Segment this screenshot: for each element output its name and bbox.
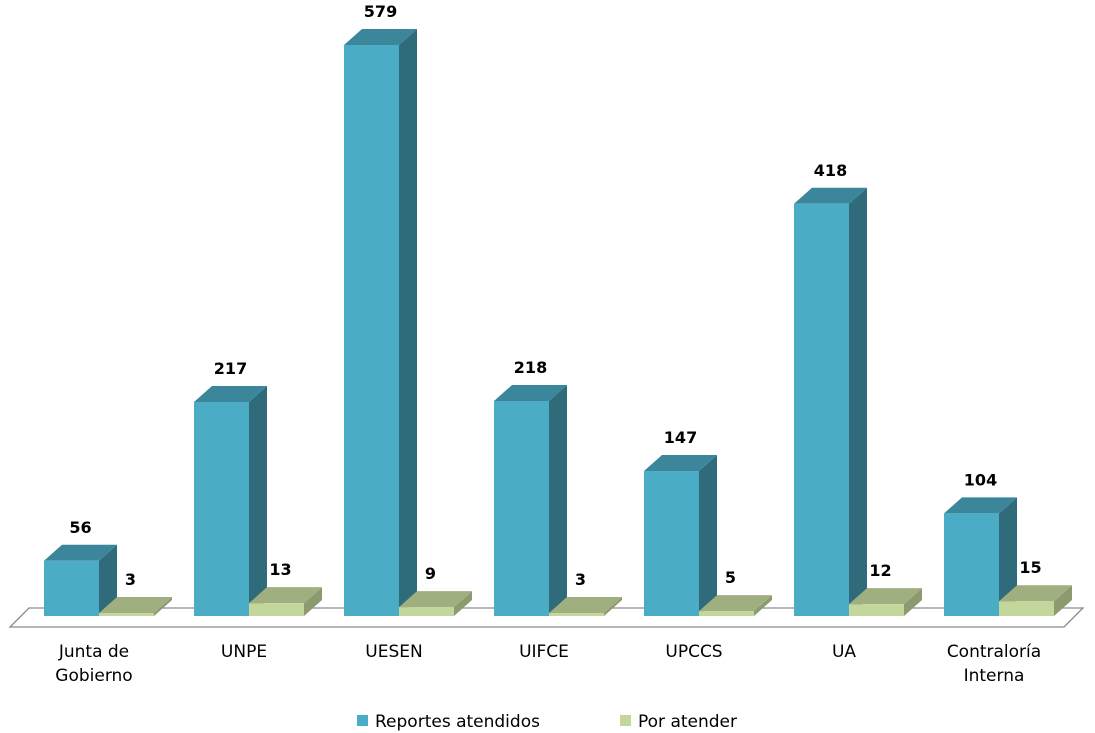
- bar-side-face: [454, 591, 472, 616]
- data-label: 3: [125, 570, 136, 589]
- data-label: 217: [214, 359, 247, 378]
- bar-por-atender-6: [999, 585, 1072, 616]
- bar-front-face: [549, 613, 604, 616]
- category-label: UA: [832, 642, 856, 662]
- bar-top-face: [249, 587, 322, 604]
- data-label: 579: [364, 2, 397, 21]
- data-label: 3: [575, 570, 586, 589]
- legend-swatch: [357, 715, 368, 726]
- bar-front-face: [249, 603, 304, 616]
- data-label: 147: [664, 428, 697, 447]
- data-label: 56: [69, 518, 91, 537]
- category-label: UPCCS: [665, 642, 722, 662]
- data-label: 12: [869, 561, 891, 580]
- bar-side-face: [1054, 585, 1072, 616]
- bar-side-face: [99, 544, 117, 616]
- bar-front-face: [944, 513, 999, 616]
- bar-top-face: [344, 29, 417, 45]
- bar-reportes-atendidos-6: [944, 497, 1017, 616]
- bar-por-atender-2: [399, 591, 472, 616]
- bar-top-face: [549, 597, 622, 614]
- category-label: UIFCE: [519, 642, 569, 662]
- bar-side-face: [304, 587, 322, 616]
- bar-side-face: [154, 597, 172, 616]
- bar-top-face: [399, 591, 472, 608]
- bar-side-face: [999, 497, 1017, 616]
- bars-group: [44, 29, 1072, 616]
- bar-front-face: [644, 471, 699, 616]
- bar-reportes-atendidos-1: [194, 385, 267, 616]
- bar-top-face: [44, 544, 117, 561]
- bar-top-face: [999, 585, 1072, 602]
- legend-item-reportes-atendidos: Reportes atendidos: [357, 712, 540, 732]
- legend-item-por-atender: Por atender: [620, 712, 737, 732]
- data-label: 9: [425, 564, 436, 583]
- bar-side-face: [549, 385, 567, 616]
- bar-side-face: [754, 595, 772, 616]
- category-label: Contraloría Interna: [947, 642, 1041, 686]
- bar-reportes-atendidos-2: [344, 29, 417, 616]
- data-label: 13: [269, 560, 291, 579]
- category-labels-group: Junta de Gobierno UNPE UESEN UIFCE UPCCS UA Con…: [55, 642, 1041, 686]
- bar-side-face: [604, 597, 622, 616]
- bar-top-face: [644, 455, 717, 472]
- bar-por-atender-3: [549, 597, 622, 616]
- bar-side-face: [904, 588, 922, 616]
- legend: Reportes atendidos Por atender: [357, 712, 737, 732]
- bar-front-face: [699, 611, 754, 616]
- bar-front-face: [99, 613, 154, 616]
- bar-por-atender-0: [99, 597, 172, 616]
- bar-top-face: [794, 187, 867, 204]
- bar-reportes-atendidos-0: [44, 544, 117, 616]
- bar-front-face: [344, 45, 399, 616]
- category-label: UNPE: [221, 642, 267, 662]
- bar-front-face: [999, 601, 1054, 616]
- legend-label: Reportes atendidos: [375, 712, 540, 732]
- data-label: 418: [814, 161, 847, 180]
- category-label: Junta de Gobierno: [55, 642, 132, 686]
- bar-por-atender-5: [849, 588, 922, 616]
- data-label: 5: [725, 568, 736, 587]
- bar-front-face: [494, 401, 549, 616]
- data-label: 218: [514, 358, 547, 377]
- data-label: 104: [964, 470, 997, 489]
- data-labels-group: 56 3 217 13 579 9 218 3 147 5 418 12 104 15: [69, 2, 1041, 589]
- bar-front-face: [399, 607, 454, 616]
- bar-front-face: [194, 401, 249, 616]
- bar-reportes-atendidos-3: [494, 385, 567, 616]
- category-label: UESEN: [365, 642, 422, 662]
- legend-swatch: [620, 715, 631, 726]
- bar-top-face: [494, 385, 567, 402]
- bar-top-face: [944, 497, 1017, 514]
- bar-top-face: [99, 597, 172, 614]
- bar-front-face: [849, 604, 904, 616]
- bar-side-face: [849, 187, 867, 616]
- bar-front-face: [794, 203, 849, 616]
- bar-reportes-atendidos-4: [644, 455, 717, 616]
- bar-front-face: [44, 560, 99, 616]
- data-label: 15: [1019, 558, 1041, 577]
- bar-top-face: [849, 588, 922, 605]
- bar-por-atender-4: [699, 595, 772, 616]
- bar-top-face: [194, 385, 267, 402]
- bar-side-face: [249, 385, 267, 616]
- bar-side-face: [699, 455, 717, 616]
- bar-por-atender-1: [249, 587, 322, 616]
- bar-reportes-atendidos-5: [794, 187, 867, 616]
- bar-side-face: [399, 29, 417, 616]
- legend-label: Por atender: [638, 712, 737, 732]
- bar-top-face: [699, 595, 772, 612]
